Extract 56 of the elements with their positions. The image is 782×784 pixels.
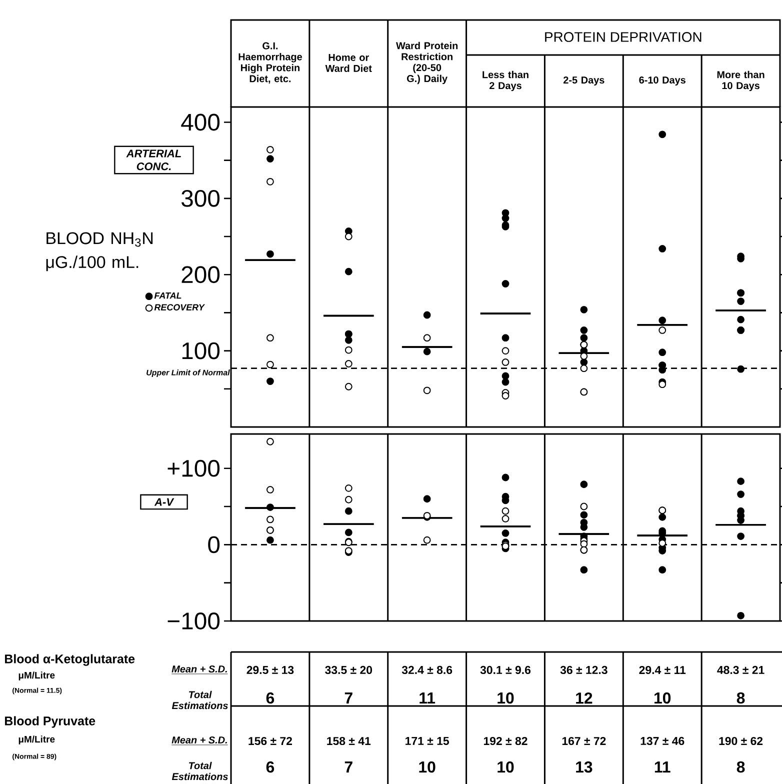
legend-label: FATAL [154, 292, 182, 299]
y-tick-label: −100 [168, 612, 220, 630]
text: 10 [498, 692, 514, 704]
text: Blood Pyruvate [5, 716, 96, 728]
text: 7 [344, 762, 352, 772]
text: μM/Litre [18, 672, 55, 680]
text: Total Estimations [172, 690, 228, 710]
y-tick-label: 200 [182, 266, 220, 284]
text: 190 ± 62 [719, 736, 763, 746]
text: 156 ± 72 [248, 736, 292, 746]
x-tick-label: G.I. Haemorrhage High Protein Diet, etc. [238, 42, 302, 84]
text: 33.5 ± 20 [325, 666, 372, 674]
text: A-V [154, 498, 174, 506]
text: ARTERIAL CONC. [126, 150, 181, 170]
text: 30.1 ± 9.6 [480, 666, 531, 674]
text: 32.4 ± 8.6 [402, 666, 452, 674]
x-tick-label: Less than 2 Days [482, 70, 528, 92]
text: 11 [654, 762, 670, 772]
text: Blood α-Ketoglutarate [5, 654, 135, 666]
text: 11 [420, 692, 436, 704]
text: 8 [736, 692, 745, 704]
x-tick-label: 2-5 Days [564, 76, 604, 86]
text: 6 [266, 692, 274, 704]
text: 36 ± 12.3 [560, 666, 608, 674]
text: 10 [654, 692, 671, 704]
text: 29.4 ± 11 [639, 666, 686, 674]
text: 171 ± 15 [406, 737, 449, 745]
legend-label: RECOVERY [154, 304, 206, 310]
text: μM/Litre [18, 736, 55, 744]
text: 7 [344, 692, 352, 704]
y-tick-label: 100 [182, 342, 220, 360]
text: 8 [736, 761, 745, 773]
text: 12 [576, 692, 592, 704]
y-tick-label: +100 [168, 460, 220, 477]
y-tick-label: 300 [181, 190, 220, 207]
text: 137 ± 46 [640, 736, 684, 746]
text: 29.5 ± 13 [246, 666, 294, 674]
y-axis-title: BLOOD NH$_{3}$N μG./100 mL. [46, 232, 153, 272]
text: 48.3 ± 21 [717, 666, 764, 674]
text: 10 [419, 761, 436, 773]
text: 13 [576, 761, 592, 773]
y-tick-label: 0 [208, 536, 220, 554]
text: Mean + S.D. [172, 736, 227, 744]
x-tick-label: 6-10 Days [639, 76, 686, 86]
text: 192 ± 82 [484, 736, 528, 746]
x-tick-label: More than 10 Days [717, 70, 764, 92]
x-tick-label: Home or Ward Diet [325, 54, 372, 72]
text: 167 ± 72 [562, 736, 606, 746]
text: Mean + S.D. [172, 665, 227, 673]
text: 10 [498, 761, 514, 773]
text: 158 ± 41 [327, 736, 371, 746]
text: PROTEIN DEPRIVATION [545, 32, 702, 42]
y-tick-label: 400 [181, 114, 220, 131]
x-tick-label: Ward Protein Restriction (20-50 G.) Daily [396, 42, 458, 84]
text: Total Estimations [172, 762, 228, 780]
text: 6 [266, 761, 274, 773]
